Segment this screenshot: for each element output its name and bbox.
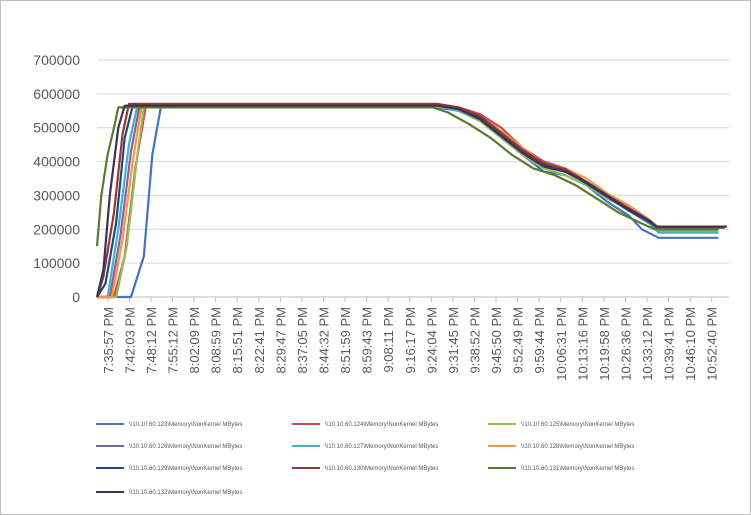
legend-label: \\10.10.60.125\Memory\NonKernel MBytes xyxy=(521,422,634,428)
x-tick-label: 9:08:11 PM xyxy=(381,307,396,373)
x-axis-ticks: 7:35:57 PM 7:42:03 PM 7:48:12 PM 7:55:12 PM… xyxy=(101,297,720,381)
x-tick-label: 10:13:16 PM xyxy=(575,307,590,381)
x-tick-label: 10:19:58 PM xyxy=(597,307,612,381)
x-tick-label: 8:51:59 PM xyxy=(338,307,353,374)
x-tick-label: 7:35:57 PM xyxy=(101,307,116,374)
y-tick-label: 400000 xyxy=(33,154,80,170)
x-tick-label: 8:02:09 PM xyxy=(187,307,202,374)
x-tick-label: 7:42:03 PM xyxy=(122,307,137,374)
x-tick-label: 7:55:12 PM xyxy=(165,307,180,374)
series-line xyxy=(95,102,725,298)
x-tick-label: 8:15:51 PM xyxy=(230,307,245,374)
legend-label: \\10.10.60.128\Memory\NonKernel MBytes xyxy=(521,444,634,450)
x-tick-label: 8:59:43 PM xyxy=(360,307,375,374)
legend: \\10.10.60.123\Memory\NonKernel MBytes \\… xyxy=(96,422,634,496)
x-tick-label: 10:39:41 PM xyxy=(662,307,677,381)
series-line xyxy=(97,104,719,299)
x-tick-label: 9:24:04 PM xyxy=(424,307,439,374)
y-tick-label: 0 xyxy=(72,289,80,305)
y-tick-label: 200000 xyxy=(33,221,80,237)
x-tick-label: 8:29:47 PM xyxy=(273,307,288,374)
x-tick-label: 10:46:10 PM xyxy=(683,307,698,381)
x-tick-label: 10:06:31 PM xyxy=(554,307,569,381)
legend-label: \\10.10.60.132\Memory\NonKernel MBytes xyxy=(129,490,242,496)
y-tick-label: 700000 xyxy=(33,52,80,68)
x-tick-label: 9:59:44 PM xyxy=(532,307,547,374)
series-line xyxy=(95,106,719,247)
series-line xyxy=(97,104,719,299)
y-axis-ticks: 0 100000 200000 300000 400000 500000 600000 700… xyxy=(33,52,80,305)
x-tick-label: 8:37:05 PM xyxy=(295,307,310,374)
gridlines xyxy=(97,59,729,298)
x-tick-label: 10:52:40 PM xyxy=(705,307,720,381)
y-tick-label: 100000 xyxy=(33,255,80,271)
legend-label: \\10.10.60.124\Memory\NonKernel MBytes xyxy=(325,422,438,428)
x-tick-label: 7:48:12 PM xyxy=(144,307,159,374)
series-line xyxy=(95,104,727,298)
legend-label: \\10.10.60.131\Memory\NonKernel MBytes xyxy=(521,466,634,472)
legend-label: \\10.10.60.127\Memory\NonKernel MBytes xyxy=(325,444,438,450)
x-tick-label: 8:22:41 PM xyxy=(252,307,267,374)
x-tick-label: 9:16:17 PM xyxy=(403,307,418,374)
series-line xyxy=(96,102,719,298)
legend-label: \\10.10.60.129\Memory\NonKernel MBytes xyxy=(129,466,242,472)
x-tick-label: 10:26:36 PM xyxy=(618,307,633,381)
legend-label: \\10.10.60.123\Memory\NonKernel MBytes xyxy=(129,422,242,428)
legend-label: \\10.10.60.126\Memory\NonKernel MBytes xyxy=(129,444,242,450)
y-tick-label: 500000 xyxy=(33,120,80,136)
series-line xyxy=(97,104,719,299)
series-line xyxy=(97,106,719,299)
legend-label: \\10.10.60.130\Memory\NonKernel MBytes xyxy=(325,466,438,472)
series-line xyxy=(97,104,719,299)
series-line xyxy=(97,106,719,299)
x-tick-label: 9:52:49 PM xyxy=(511,307,526,374)
x-tick-label: 10:33:12 PM xyxy=(640,307,655,381)
x-tick-label: 8:08:59 PM xyxy=(209,307,224,374)
x-tick-label: 9:45:50 PM xyxy=(489,307,504,374)
y-tick-label: 300000 xyxy=(33,187,80,203)
x-tick-label: 8:44:32 PM xyxy=(316,307,331,374)
series-lines xyxy=(95,102,727,299)
x-tick-label: 9:38:52 PM xyxy=(467,307,482,374)
y-tick-label: 600000 xyxy=(33,86,80,102)
x-tick-label: 9:31:45 PM xyxy=(446,307,461,374)
